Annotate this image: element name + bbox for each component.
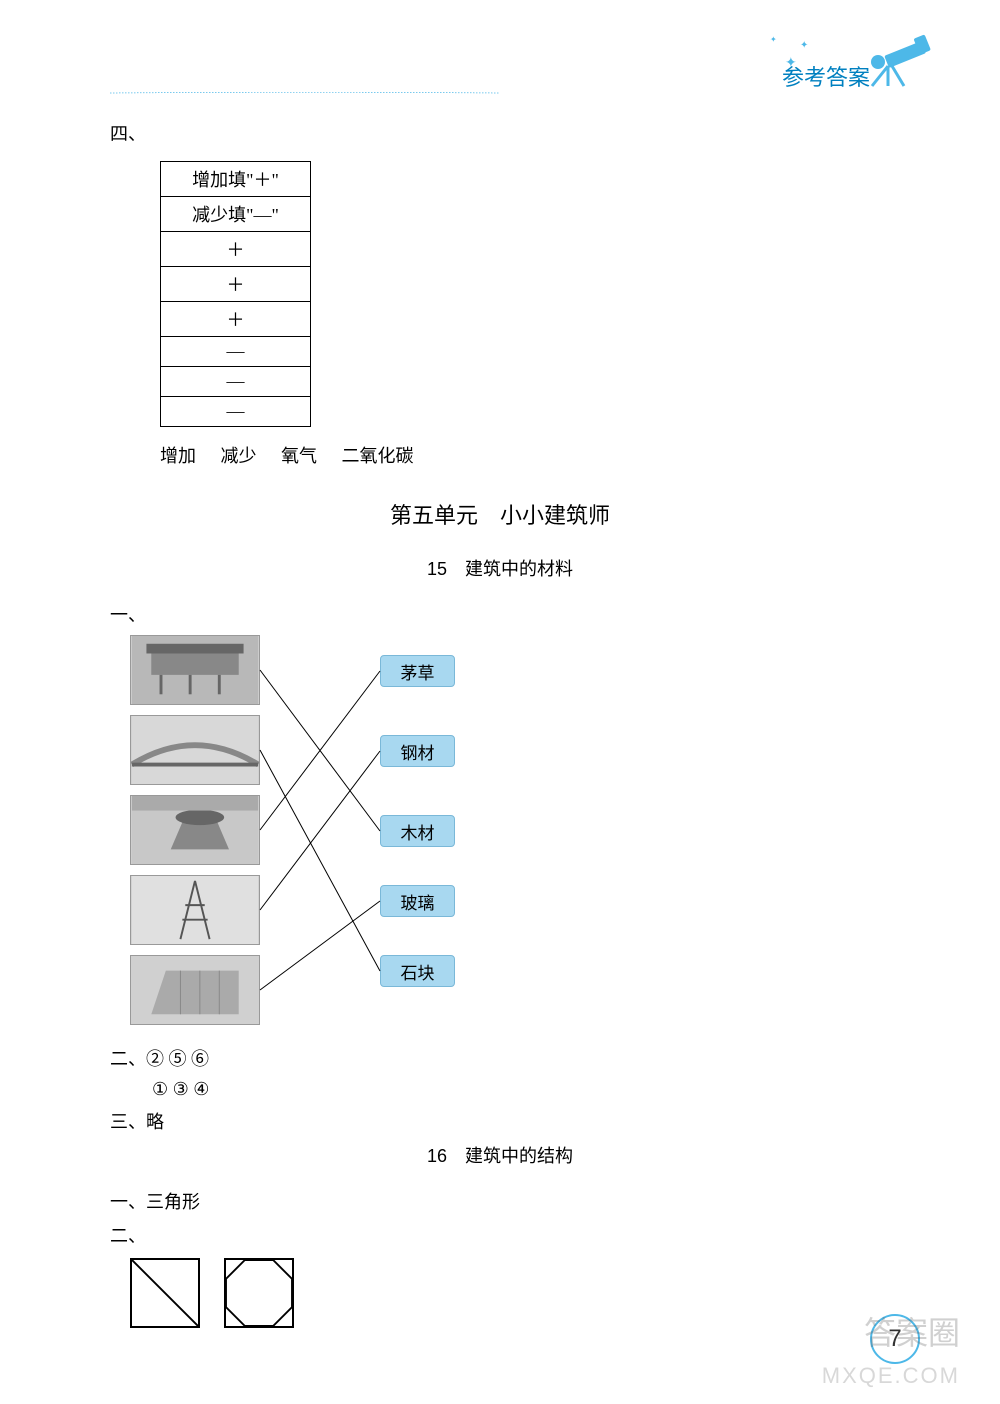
match-label: 木材 (380, 815, 455, 847)
table-row: — (161, 337, 311, 367)
star-icon: ✦ (770, 35, 777, 44)
match-image-thatched-hut (130, 795, 260, 865)
match-label: 玻璃 (380, 885, 455, 917)
lesson-16-title: 16 建筑中的结构 (110, 1142, 890, 1168)
q3-line: 三、略 (110, 1108, 890, 1134)
shape-square-diagonal (130, 1258, 200, 1328)
l16-q1-line: 一、三角形 (110, 1188, 890, 1214)
match-image-eiffel-tower (130, 875, 260, 945)
watermark-url: MXQE.COM (822, 1363, 960, 1389)
footer-word: 氧气 (281, 446, 317, 466)
footer-word: 增加 (160, 446, 196, 466)
match-label: 钢材 (380, 735, 455, 767)
telescope-icon (860, 30, 940, 90)
page-content: 四、 增加填"＋" 减少填"—" ＋ ＋ ＋ — — — 增加 减少 氧气 二氧… (110, 120, 890, 1333)
unit-5-title: 第五单元 小小建筑师 (110, 498, 890, 530)
sign-table: 增加填"＋" 减少填"—" ＋ ＋ ＋ — — — (160, 161, 311, 427)
section-4-number: 四、 (110, 120, 890, 146)
q2-line2: ① ③ ④ (152, 1079, 890, 1100)
q3-number: 三、 (110, 1112, 146, 1132)
l16-q1-number: 一、 (110, 1192, 146, 1212)
star-icon: ✦ (800, 40, 808, 51)
shapes-container (130, 1258, 890, 1333)
match-image-bridge (130, 715, 260, 785)
sign-table-container: 增加填"＋" 减少填"—" ＋ ＋ ＋ — — — (160, 161, 890, 427)
q2-answer-1: ② ⑤ ⑥ (146, 1049, 209, 1069)
l16-q2-number: 二、 (110, 1222, 890, 1248)
watermark-text: 答案圈 (864, 1308, 960, 1354)
table-header-1: 增加填"＋" (161, 162, 311, 197)
footer-word: 二氧化碳 (342, 446, 414, 466)
q2-line1: 二、② ⑤ ⑥ (110, 1045, 890, 1071)
matching-diagram: 茅草 钢材 木材 玻璃 石块 (110, 635, 890, 1045)
match-label: 茅草 (380, 655, 455, 687)
table-row: — (161, 397, 311, 427)
table-header-2: 减少填"—" (161, 197, 311, 232)
q3-answer: 略 (146, 1112, 164, 1132)
q1-number: 一、 (110, 601, 890, 627)
table-row: ＋ (161, 232, 311, 267)
match-image-stilt-house (130, 635, 260, 705)
table-row: ＋ (161, 302, 311, 337)
match-label: 石块 (380, 955, 455, 987)
header-underline (110, 92, 500, 94)
q2-number: 二、 (110, 1049, 146, 1069)
table-row: — (161, 367, 311, 397)
lesson-15-title: 15 建筑中的材料 (110, 555, 890, 581)
page-header-title: 参考答案 (782, 60, 870, 92)
shape-square-octagon (224, 1258, 294, 1328)
l16-q1-answer: 三角形 (146, 1192, 200, 1212)
match-image-glass-building (130, 955, 260, 1025)
table-row: ＋ (161, 267, 311, 302)
section-4-footer: 增加 减少 氧气 二氧化碳 (160, 442, 890, 468)
footer-word: 减少 (221, 446, 257, 466)
